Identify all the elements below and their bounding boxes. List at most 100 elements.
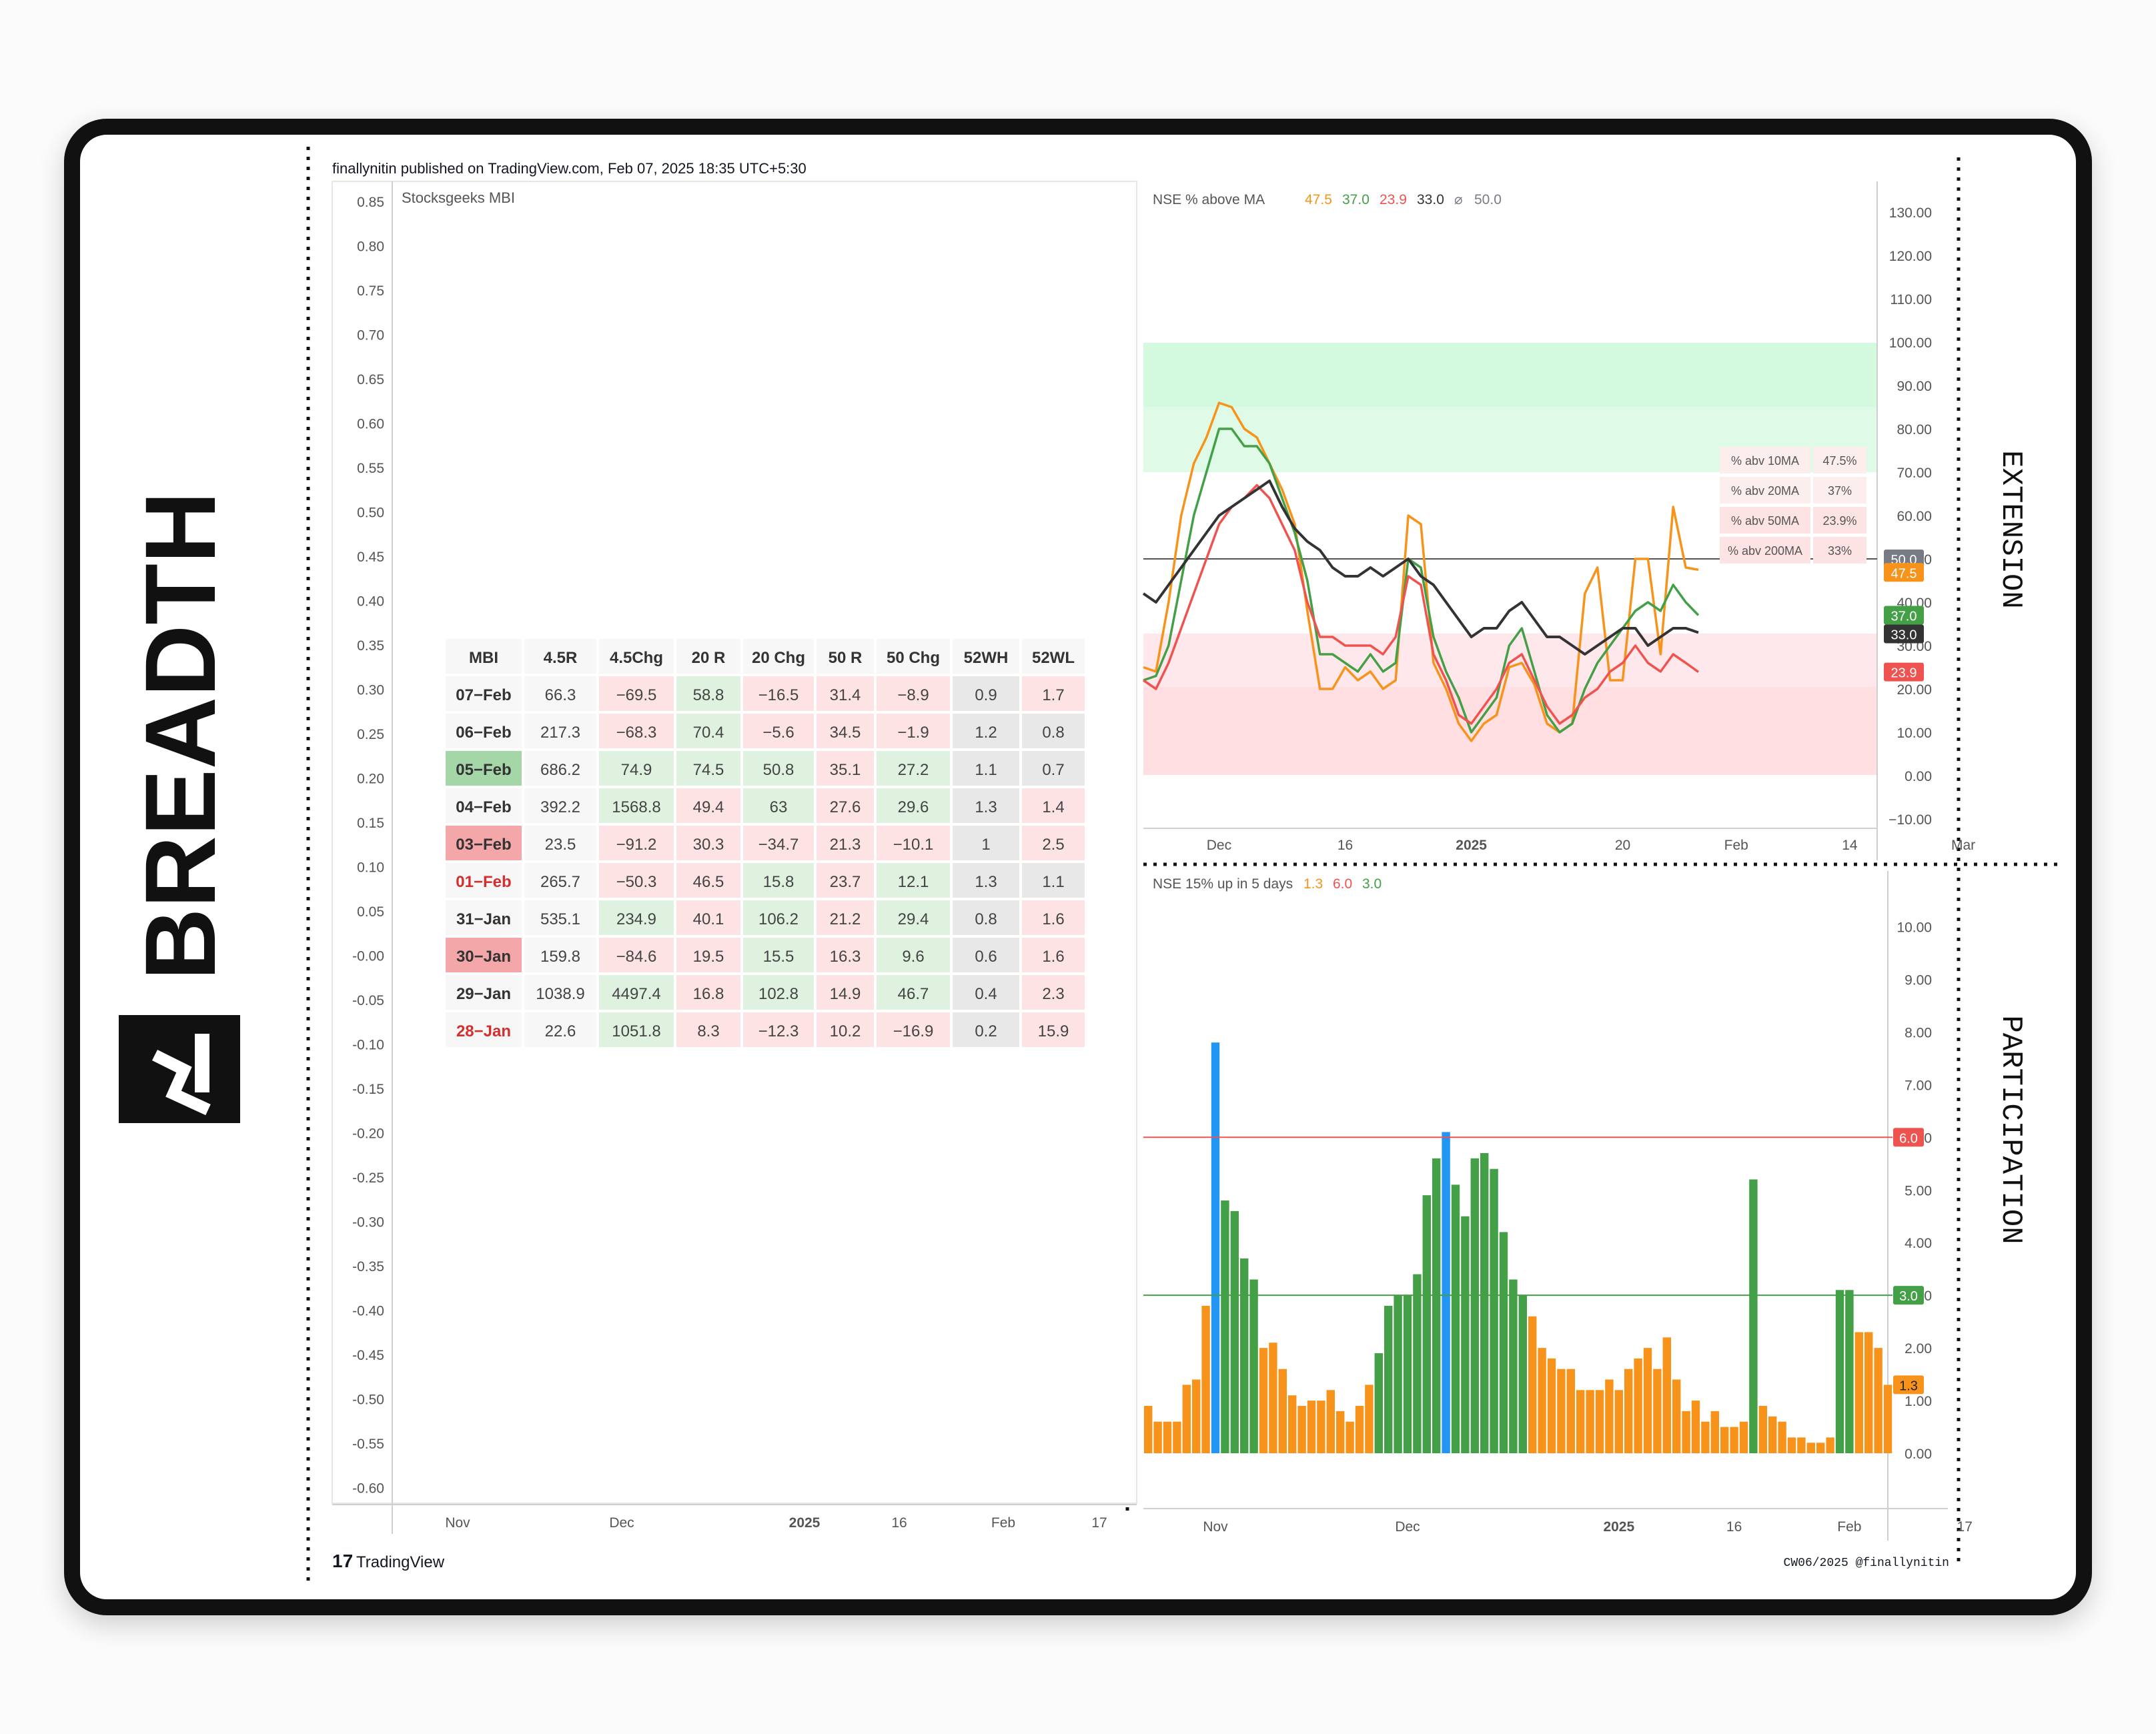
mbi-cell: 28−Jan	[456, 1022, 511, 1040]
extension-y-tick: −10.00	[1889, 812, 1932, 828]
mbi-y-tick: -0.40	[352, 1304, 384, 1319]
mbi-cell: 29.4	[898, 910, 929, 928]
mbi-cell-bg	[953, 676, 1019, 711]
mbi-y-tick: -0.35	[352, 1259, 384, 1274]
mbi-cell-bg	[743, 863, 814, 898]
extension-y-tick: 80.00	[1897, 422, 1932, 438]
participation-bar	[1586, 1390, 1594, 1454]
participation-bar	[1221, 1200, 1229, 1454]
participation-bar	[1278, 1369, 1287, 1454]
mbi-cell-bg	[1022, 1012, 1085, 1047]
mbi-cell: 12.1	[898, 873, 929, 891]
participation-bar	[1403, 1295, 1412, 1454]
participation-bar	[1490, 1168, 1498, 1454]
extension-label-bg	[1720, 477, 1810, 504]
participation-bar	[1163, 1421, 1172, 1454]
mbi-cell-bg	[676, 676, 740, 711]
mbi-cell: 102.8	[758, 985, 798, 1003]
mbi-cell-bg	[1022, 826, 1085, 860]
extension-label-bg	[1720, 507, 1810, 534]
mbi-cell-bg	[1022, 676, 1085, 711]
participation-bar	[1355, 1405, 1364, 1454]
mbi-cell-bg	[743, 975, 814, 1010]
participation-bar	[1297, 1405, 1306, 1454]
extension-label-name: % abv 200MA	[1728, 544, 1802, 558]
mbi-cell-bg	[953, 826, 1019, 860]
mbi-cell-bg	[817, 751, 874, 786]
mbi-cell-bg	[953, 714, 1019, 748]
mbi-cell: −8.9	[897, 686, 929, 704]
extension-line-orange	[1143, 401, 1699, 742]
extension-value-tag-label: 47.5	[1891, 566, 1917, 581]
participation-bar	[1682, 1411, 1690, 1454]
mbi-cell-bg	[1022, 975, 1085, 1010]
mbi-cell: 1.3	[975, 873, 997, 891]
participation-x-tick: 2025	[1603, 1519, 1634, 1535]
mbi-cell-bg	[599, 938, 674, 972]
mbi-cell-bg	[524, 1012, 596, 1047]
participation-bar	[1854, 1332, 1863, 1454]
mbi-cell: 03−Feb	[456, 836, 511, 854]
participation-bar	[1538, 1348, 1546, 1454]
participation-bar	[1710, 1411, 1719, 1454]
mbi-cell: 50.8	[763, 761, 794, 779]
mbi-cell-bg	[743, 751, 814, 786]
mbi-cell: −10.1	[893, 836, 934, 854]
participation-bar	[1269, 1343, 1277, 1454]
mbi-cell: 2.3	[1042, 985, 1064, 1003]
participation-bar	[1413, 1274, 1422, 1454]
participation-value-tag-label: 1.3	[1899, 1379, 1918, 1393]
footer-credit: CW06/2025 @finallynitin	[1784, 1557, 1949, 1570]
mbi-x-tick: 17	[1091, 1515, 1107, 1531]
mbi-cell-bg	[817, 714, 874, 748]
extension-x-tick: 2025	[1456, 838, 1487, 853]
mbi-y-tick: 0.30	[357, 683, 384, 698]
mbi-cell: 4497.4	[612, 985, 660, 1003]
mbi-cell: 34.5	[830, 724, 861, 742]
extension-x-tick: Feb	[1724, 838, 1748, 853]
participation-bar	[1672, 1379, 1681, 1454]
extension-y-tick: 90.00	[1897, 379, 1932, 394]
mbi-table: MBI 4.5R 4.5Chg 20 R 20 Chg 50 R 50 Chg 52WH 52W…	[446, 639, 1085, 1047]
extension-y-tick: 70.00	[1897, 466, 1932, 481]
extension-y-tick: 10.00	[1897, 726, 1932, 741]
participation-x-tick: Dec	[1395, 1519, 1420, 1535]
mbi-cell-bg	[599, 975, 674, 1010]
mbi-header-cell-bg	[524, 639, 596, 674]
mbi-cell: −68.3	[616, 724, 657, 742]
extension-title: NSE % above MA	[1153, 192, 1265, 207]
participation-bar	[1566, 1369, 1575, 1454]
mbi-cell: 30.3	[693, 836, 724, 854]
mbi-cell-bg	[599, 863, 674, 898]
extension-series	[1142, 401, 1700, 742]
participation-bar	[1547, 1358, 1556, 1454]
mbi-cell-bg	[524, 676, 596, 711]
mbi-cell: −69.5	[616, 686, 657, 704]
mbi-cell: 58.8	[693, 686, 724, 704]
participation-bar	[1883, 1385, 1893, 1454]
extension-label-value-bg	[1813, 537, 1866, 564]
mbi-header-cell-bg	[1022, 639, 1085, 674]
mbi-cell: 19.5	[693, 948, 724, 966]
mbi-header-cell: 50 R	[829, 649, 863, 667]
mbi-cell: 21.3	[830, 836, 861, 854]
mbi-cell-bg	[524, 826, 596, 860]
extension-panel: NSE % above MA 47.5 37.0 23.9 33.0 ⌀ 50.0 130.…	[1142, 181, 2027, 860]
extension-y-tick: 130.00	[1889, 205, 1932, 221]
participation-bar	[1211, 1042, 1220, 1454]
mbi-y-tick: 0.15	[357, 816, 384, 831]
mbi-cell-bg	[877, 1012, 950, 1047]
mbi-cell: 74.5	[693, 761, 724, 779]
participation-bar	[1797, 1437, 1806, 1454]
participation-bar	[1614, 1390, 1623, 1454]
participation-side-label: PARTICIPATION	[1994, 1015, 2027, 1244]
participation-bar	[1701, 1421, 1710, 1454]
extension-legend-value: 33.0	[1417, 192, 1444, 207]
extension-y-axis: 130.00 120.00 110.00 100.00 90.00 80.00 70.00 6…	[1889, 205, 1932, 828]
mbi-cell-bg	[817, 788, 874, 823]
mbi-cell-bg	[676, 900, 740, 935]
participation-bar	[1499, 1232, 1508, 1454]
participation-bar	[1557, 1369, 1566, 1454]
mbi-cell-bg	[524, 975, 596, 1010]
mbi-header-cell-bg	[877, 639, 950, 674]
